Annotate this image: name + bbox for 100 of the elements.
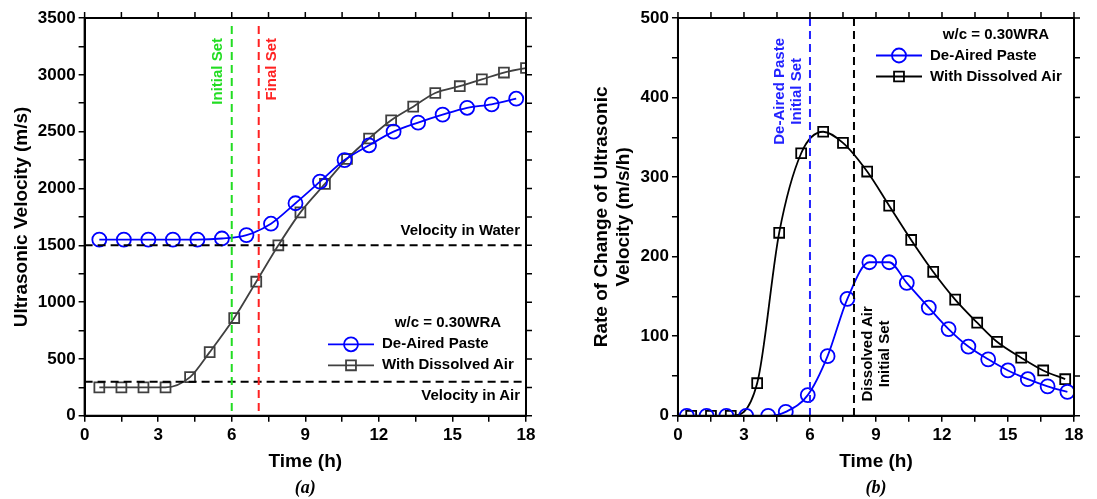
x-tick-label: 6	[227, 424, 237, 444]
y-axis-title: Rate of Change of Ultrasonic Velocity (m/s/h)	[589, 86, 634, 348]
point	[971, 316, 984, 329]
point	[407, 100, 420, 113]
point	[927, 265, 940, 278]
legend-label: With Dissolved Air	[382, 355, 514, 373]
ref-line-label: Velocity in Air	[421, 386, 521, 404]
point	[203, 346, 216, 358]
point	[819, 348, 836, 365]
x-tick-label: 15	[998, 424, 1018, 444]
y-tick-label: 200	[640, 246, 669, 266]
point	[165, 231, 181, 248]
y-axis-title: Ultrasonic Velocity (m/s)	[9, 106, 31, 328]
y-tick-label: 0	[659, 405, 669, 425]
legend-label: De-Aired Paste	[930, 45, 1037, 63]
point	[115, 381, 128, 394]
point	[189, 231, 206, 248]
point	[429, 87, 442, 99]
point	[1059, 373, 1072, 386]
point	[263, 215, 279, 232]
point	[1019, 371, 1036, 388]
point	[476, 73, 488, 86]
point	[795, 147, 808, 160]
point	[159, 381, 172, 394]
point	[336, 152, 353, 168]
point	[498, 66, 510, 79]
point	[453, 80, 466, 93]
y-tick-label: 100	[640, 325, 669, 345]
point	[898, 275, 915, 291]
point	[137, 381, 150, 394]
text: (a)	[294, 476, 316, 498]
point	[459, 99, 476, 116]
x-tick-label: 18	[516, 424, 536, 444]
point	[817, 125, 830, 138]
point	[861, 254, 878, 271]
point	[980, 351, 997, 368]
point	[751, 377, 764, 390]
point	[228, 312, 241, 324]
text: (b)	[865, 476, 887, 498]
ref-line-label: Velocity in Water	[400, 220, 521, 238]
point	[799, 387, 816, 404]
y-tick-label: 0	[66, 405, 76, 425]
point	[385, 114, 397, 127]
point	[940, 321, 957, 337]
point	[1039, 378, 1056, 395]
legend-title: w/c = 0.30WRA	[941, 24, 1050, 42]
y-tick-label: 3000	[37, 64, 76, 84]
point	[184, 371, 196, 384]
point	[361, 137, 377, 154]
point	[1000, 362, 1016, 379]
point	[960, 338, 977, 355]
point	[272, 239, 285, 252]
point	[294, 206, 307, 219]
point	[861, 165, 874, 178]
x-axis-title: Time (h)	[839, 449, 913, 471]
y-tick-label: 500	[47, 348, 76, 368]
point	[839, 290, 856, 307]
point	[91, 231, 108, 248]
x-tick-label: 0	[673, 424, 683, 444]
point	[1015, 351, 1028, 364]
x-tick-label: 9	[871, 424, 881, 444]
point	[238, 227, 255, 243]
point	[837, 137, 849, 149]
y-tick-label: 2500	[37, 121, 76, 141]
x-tick-label: 3	[153, 424, 163, 444]
point	[991, 335, 1003, 348]
point	[905, 234, 918, 246]
point	[881, 254, 898, 271]
point	[1037, 364, 1050, 377]
y-tick-label: 1000	[37, 291, 76, 311]
point	[483, 96, 500, 113]
point	[312, 173, 328, 190]
y-tick-label: 2000	[37, 178, 76, 198]
point	[140, 231, 157, 248]
x-tick-label: 12	[932, 424, 952, 444]
point	[385, 123, 402, 140]
point	[920, 299, 937, 316]
ref-line-label: Final Set	[262, 38, 280, 101]
point	[93, 381, 106, 394]
point	[214, 230, 230, 247]
point	[949, 293, 962, 306]
x-tick-label: 12	[369, 424, 389, 444]
legend-label: De-Aired Paste	[382, 334, 489, 352]
y-tick-label: 500	[640, 7, 669, 27]
point	[883, 199, 896, 212]
x-axis-title: Time (h)	[268, 449, 343, 471]
point	[287, 195, 304, 212]
x-tick-label: 15	[442, 424, 462, 444]
point	[115, 231, 132, 248]
ref-line-label: De-Aired Paste Initial Set	[769, 37, 804, 145]
y-tick-label: 3500	[37, 7, 76, 27]
x-tick-label: 9	[300, 424, 311, 444]
point	[434, 106, 451, 123]
y-tick-label: 300	[640, 166, 669, 186]
x-tick-label: 0	[79, 424, 90, 444]
x-tick-label: 6	[805, 424, 815, 444]
legend-label: With Dissolved Air	[930, 66, 1062, 84]
y-tick-label: 1500	[37, 235, 76, 254]
x-tick-label: 18	[1064, 424, 1084, 444]
ref-line-label: Initial Set	[208, 38, 226, 105]
